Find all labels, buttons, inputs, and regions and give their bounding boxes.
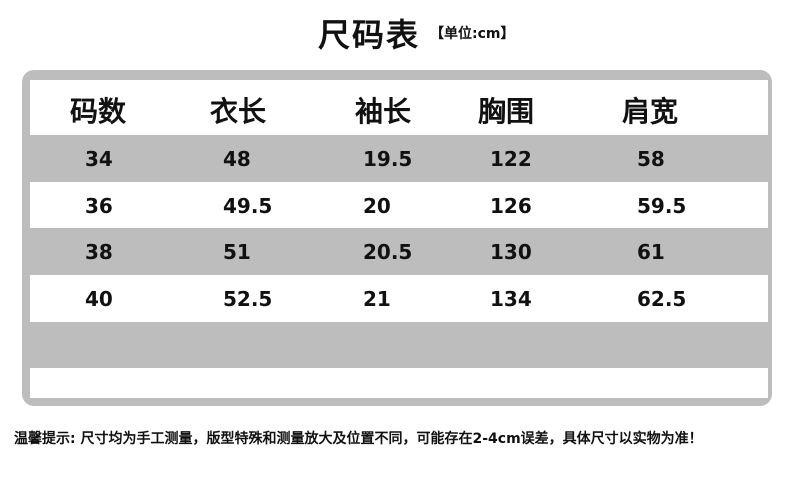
table-cell: 61 [637,240,665,264]
table-cell: 134 [490,287,532,311]
table-cell: 52.5 [223,287,273,311]
table-row: 34 48 19.5 122 58 [30,135,768,182]
table-row: 40 52.5 21 134 62.5 [30,275,768,322]
table-cell: 130 [490,240,532,264]
unit: 【单位:cm】 [430,26,515,42]
table-cell: 49.5 [223,194,273,218]
table-cell: 126 [490,194,532,218]
note: 温馨提示: 尺寸均为手工测量，版型特殊和测量放大及位置不同，可能存在2-4cm误… [14,431,703,447]
title: 尺码表 [318,16,421,54]
table-cell: 38 [85,240,113,264]
table-cell: 19.5 [363,147,413,171]
column-header: 衣长 [210,95,267,128]
table-cell: 58 [637,147,665,171]
table-cell: 34 [85,147,113,171]
empty-row [30,322,768,368]
header-row: 码数 衣长 袖长 胸围 肩宽 [30,80,768,135]
column-header: 袖长 [355,95,412,128]
table-row: 38 51 20.5 130 61 [30,228,768,275]
column-header: 胸围 [478,95,535,128]
table-cell: 20.5 [363,240,413,264]
table-cell: 62.5 [637,287,687,311]
table-cell: 51 [223,240,251,264]
column-header: 码数 [70,95,127,128]
column-header: 肩宽 [622,95,679,128]
table-row: 36 49.5 20 126 59.5 [30,182,768,228]
table-cell: 36 [85,194,113,218]
table-cell: 59.5 [637,194,687,218]
table-cell: 122 [490,147,532,171]
table-cell: 48 [223,147,251,171]
table-cell: 21 [363,287,391,311]
empty-row [30,368,768,398]
table-cell: 20 [363,194,391,218]
table-cell: 40 [85,287,113,311]
